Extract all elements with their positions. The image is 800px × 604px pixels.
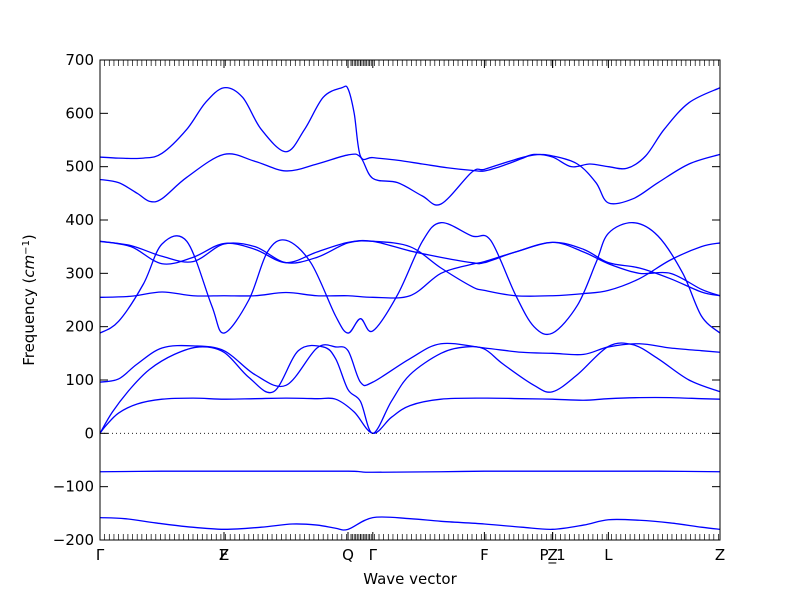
x-tick-label: F [220,546,229,564]
y-axis-ticks: −200 −100 0 100 200 300 400 500 600 700 [53,51,720,549]
band-line-1 [99,516,721,531]
x-axis-ticks: Γ ZF Q Γ F P_1Z L Z [96,60,725,565]
y-tick-label: 600 [65,104,94,122]
y-tick-label: 100 [65,371,94,389]
y-tick-label: 0 [84,424,94,442]
y-tick-label: 700 [65,51,94,69]
band-line-10 [99,153,721,206]
band-line-6 [99,222,721,336]
band-line-2 [99,470,721,473]
x-tick-label: Γ [96,546,105,564]
x-tick-label: L [604,546,613,564]
y-tick-label: 500 [65,158,94,176]
x-tick-label: Z [715,546,725,564]
x-tick-label: Γ [369,546,378,564]
y-tick-label: 200 [65,318,94,336]
x-tick-label: F [480,546,489,564]
band-line-7 [99,241,721,299]
band-line-8 [99,240,721,297]
y-axis-title-unit: cm [20,255,38,278]
band-line-4 [99,342,721,434]
y-axis-title-text: Frequency ( [20,278,38,366]
x-tick-label: P_1 [540,546,566,565]
band-line-5 [99,342,721,388]
minor-ticks-layer [99,60,719,540]
plot-frame [99,59,721,541]
x-tick-label: Z [219,546,229,564]
y-tick-label: 400 [65,211,94,229]
band-line-11 [99,85,721,172]
x-axis-title: Wave vector [363,570,457,588]
series-layer [99,85,721,531]
y-axis-title-exponent: −1 [21,240,32,255]
x-tick-label: Z [547,546,557,564]
y-tick-label: 300 [65,264,94,282]
y-axis-title-close: ) [20,234,38,240]
band-line-3 [99,396,721,434]
y-axis-title: Frequency (cm−1) [20,234,38,366]
x-tick-label: Q [342,546,354,564]
band-line-9 [99,239,721,297]
y-tick-label: −100 [53,478,94,496]
y-tick-label: −200 [53,531,94,549]
